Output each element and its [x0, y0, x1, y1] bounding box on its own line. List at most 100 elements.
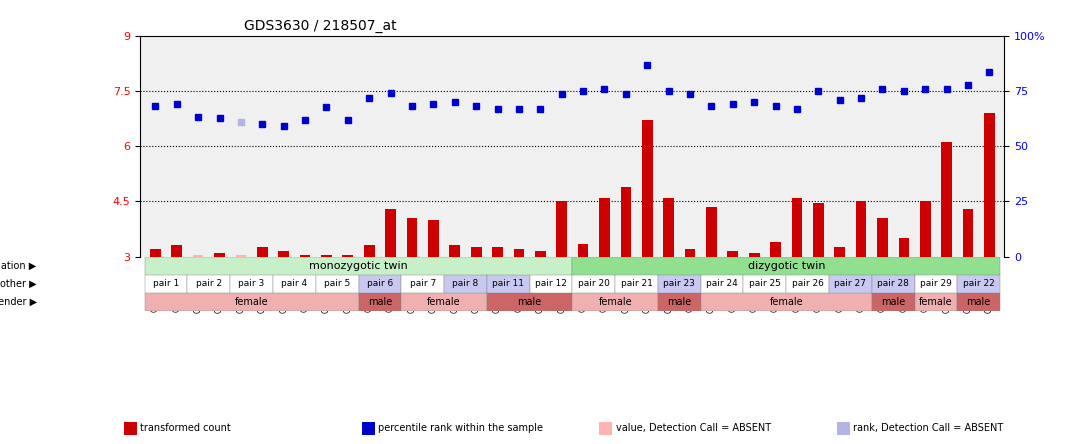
Bar [786, 275, 829, 293]
Bar [877, 218, 888, 257]
Text: male: male [517, 297, 542, 307]
Text: female: female [598, 297, 632, 307]
Bar [556, 201, 567, 257]
Text: male: male [368, 297, 392, 307]
Text: pair 24: pair 24 [706, 279, 738, 288]
Bar [230, 275, 273, 293]
Text: pair 29: pair 29 [920, 279, 951, 288]
Bar [706, 207, 717, 257]
Bar [962, 209, 973, 257]
Text: male: male [667, 297, 691, 307]
Text: pair 25: pair 25 [748, 279, 781, 288]
Bar [172, 246, 183, 257]
Bar [658, 293, 701, 311]
Bar [449, 246, 460, 257]
Bar [642, 120, 652, 257]
Bar [315, 275, 359, 293]
Bar [145, 275, 188, 293]
Bar [616, 275, 658, 293]
Bar [386, 209, 396, 257]
Bar [257, 247, 268, 257]
Bar [621, 186, 631, 257]
Bar [984, 113, 995, 257]
Bar [359, 293, 402, 311]
Bar [748, 253, 759, 257]
Bar [658, 275, 701, 293]
Bar [364, 246, 375, 257]
Text: pair 12: pair 12 [535, 279, 567, 288]
Text: pair 28: pair 28 [877, 279, 909, 288]
Bar [578, 244, 589, 257]
Bar [214, 253, 225, 257]
Text: rank, Detection Call = ABSENT: rank, Detection Call = ABSENT [853, 424, 1003, 433]
Bar [300, 255, 310, 257]
Bar [145, 293, 359, 311]
Bar [743, 275, 786, 293]
Text: female: female [428, 297, 461, 307]
Bar [407, 218, 417, 257]
Bar [487, 275, 529, 293]
Bar [402, 293, 487, 311]
Bar [514, 249, 524, 257]
Bar [728, 251, 738, 257]
Bar [188, 275, 230, 293]
Bar [193, 255, 203, 257]
Bar [572, 275, 616, 293]
Text: pair 26: pair 26 [792, 279, 824, 288]
Bar [829, 275, 872, 293]
Bar [685, 249, 696, 257]
Text: pair 5: pair 5 [324, 279, 350, 288]
Bar [915, 293, 957, 311]
Text: transformed count: transformed count [140, 424, 231, 433]
Bar [428, 220, 438, 257]
Bar [942, 143, 951, 257]
Bar [471, 247, 482, 257]
Bar [770, 242, 781, 257]
Text: monozygotic twin: monozygotic twin [309, 261, 408, 270]
Bar [359, 275, 402, 293]
Text: pair 11: pair 11 [492, 279, 524, 288]
Bar [321, 255, 332, 257]
Text: pair 4: pair 4 [281, 279, 308, 288]
Text: pair 1: pair 1 [153, 279, 179, 288]
Text: genotype/variation ▶: genotype/variation ▶ [0, 261, 37, 270]
Bar [792, 198, 802, 257]
Text: male: male [967, 297, 990, 307]
Bar [663, 198, 674, 257]
Text: pair 21: pair 21 [621, 279, 652, 288]
Text: gender ▶: gender ▶ [0, 297, 37, 307]
Text: pair 22: pair 22 [963, 279, 995, 288]
Bar [402, 275, 444, 293]
Text: pair 27: pair 27 [835, 279, 866, 288]
Bar [701, 293, 872, 311]
Bar [150, 249, 161, 257]
Bar [813, 203, 824, 257]
Bar [855, 201, 866, 257]
Text: pair 6: pair 6 [367, 279, 393, 288]
Bar [701, 275, 743, 293]
Bar [915, 275, 957, 293]
Bar [957, 275, 1000, 293]
Bar [835, 247, 845, 257]
Bar [872, 293, 915, 311]
Text: percentile rank within the sample: percentile rank within the sample [378, 424, 543, 433]
Text: pair 20: pair 20 [578, 279, 610, 288]
Bar [572, 257, 1000, 275]
Bar [535, 251, 545, 257]
Bar [487, 293, 572, 311]
Bar [529, 275, 572, 293]
Bar [145, 257, 572, 275]
Bar [599, 198, 610, 257]
Bar [444, 275, 487, 293]
Text: pair 7: pair 7 [409, 279, 436, 288]
Text: male: male [881, 297, 905, 307]
Text: pair 2: pair 2 [195, 279, 221, 288]
Bar [492, 247, 503, 257]
Bar [899, 238, 909, 257]
Text: female: female [919, 297, 953, 307]
Bar [957, 293, 1000, 311]
Text: female: female [234, 297, 269, 307]
Text: pair 3: pair 3 [239, 279, 265, 288]
Text: value, Detection Call = ABSENT: value, Detection Call = ABSENT [616, 424, 771, 433]
Bar [273, 275, 315, 293]
